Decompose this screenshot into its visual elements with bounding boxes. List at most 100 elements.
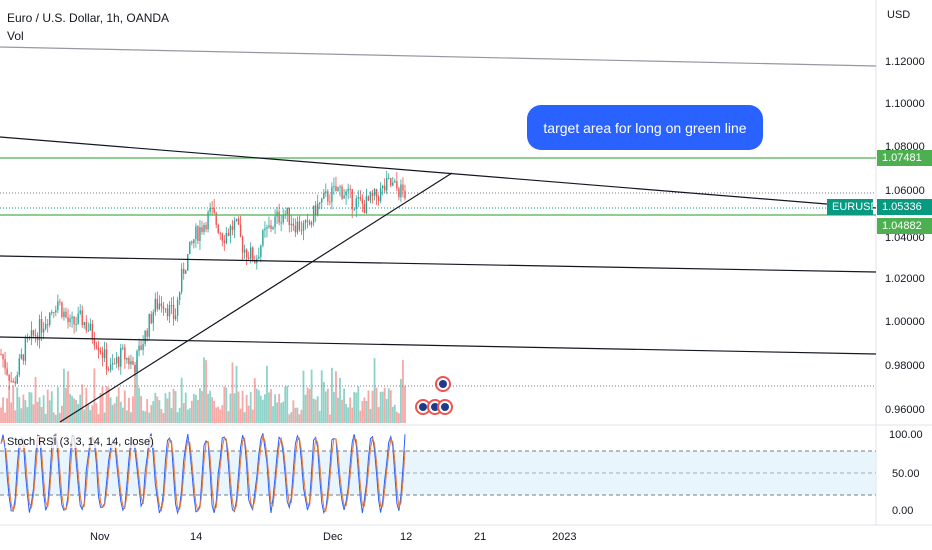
volume-bar	[328, 414, 331, 423]
symbol-badge[interactable]: EURUSD	[827, 199, 878, 215]
candle-body	[101, 352, 104, 359]
trendline-mid[interactable]	[0, 255, 877, 273]
candle-body	[298, 221, 301, 231]
candle-body	[97, 347, 100, 351]
volume-bar	[217, 406, 220, 423]
candle-body	[24, 338, 27, 361]
volume-bar	[30, 392, 33, 423]
candle-body	[113, 363, 116, 365]
candle-body	[44, 324, 47, 329]
candle-body	[185, 270, 187, 274]
volume-bar	[54, 414, 57, 423]
price-candles	[0, 170, 406, 390]
volume-bar	[312, 398, 315, 423]
trendline-ascending[interactable]	[59, 172, 453, 423]
volume-bar	[81, 384, 84, 423]
trendline-descending[interactable]	[0, 136, 877, 209]
volume-bar	[164, 393, 167, 423]
us-event-icon[interactable]	[437, 399, 453, 415]
volume-bar	[109, 397, 112, 423]
volume-bar	[223, 386, 226, 423]
trendline-bottom[interactable]	[0, 336, 877, 355]
candle-body	[166, 308, 169, 317]
candle-body	[148, 314, 150, 337]
candle-body	[233, 220, 236, 230]
volume-bar	[105, 386, 108, 423]
candle-body	[8, 374, 10, 381]
volume-bar	[261, 399, 264, 423]
candle-body	[18, 358, 20, 375]
volume-bar	[28, 392, 31, 423]
candle-body	[197, 226, 199, 241]
volume-bar	[231, 362, 234, 423]
volume-bar	[14, 410, 17, 423]
volume-bars	[0, 357, 406, 423]
candle-body	[89, 323, 92, 331]
volume-bar	[280, 402, 283, 423]
candle-body	[146, 330, 148, 337]
candle-body	[162, 306, 165, 309]
time-tick: 14	[190, 531, 202, 543]
volume-bar	[241, 390, 244, 423]
stoch-rsi-label[interactable]: Stoch RSI (3, 3, 14, 14, close)	[5, 436, 156, 448]
candle-body	[383, 185, 386, 191]
volume-bar	[369, 408, 372, 423]
time-tick: 21	[474, 531, 486, 543]
volume-bar	[308, 388, 311, 423]
candle-body	[178, 292, 181, 301]
volume-bar	[387, 388, 390, 423]
candle-body	[402, 184, 404, 191]
volume-bar	[180, 377, 183, 423]
candle-body	[81, 310, 83, 326]
candle-body	[327, 191, 329, 202]
candle-body	[26, 337, 29, 339]
trendline-top-gray[interactable]	[0, 46, 877, 67]
candle-body	[93, 338, 96, 346]
candle-body	[156, 298, 159, 310]
candle-body	[375, 188, 378, 197]
volume-bar	[138, 387, 140, 423]
volume-bar	[253, 378, 256, 423]
candle-body	[264, 228, 266, 231]
chart-title[interactable]: Euro / U.S. Dollar, 1h, OANDA	[7, 11, 170, 25]
candle-body	[381, 185, 384, 189]
volume-bar	[345, 403, 348, 423]
volume-bar	[381, 391, 384, 423]
candle-body	[268, 225, 270, 228]
volume-bar	[97, 414, 100, 423]
candle-body	[51, 311, 53, 313]
volume-bar	[199, 388, 201, 423]
target-area-annotation[interactable]: target area for long on green line	[527, 105, 763, 150]
candle-body	[124, 347, 126, 360]
time-tick: Dec	[323, 531, 343, 543]
volume-bar	[400, 378, 402, 423]
volume-bar	[144, 411, 147, 423]
volume-bar	[375, 387, 378, 423]
volume-bar	[87, 404, 90, 423]
volume-bar	[42, 395, 45, 423]
volume-bar	[77, 403, 80, 423]
candle-body	[359, 197, 362, 200]
volume-bar	[34, 376, 37, 423]
candle-body	[335, 186, 337, 192]
candle-body	[207, 211, 209, 230]
candle-body	[189, 241, 191, 255]
candle-body	[353, 208, 355, 210]
volume-bar	[146, 399, 149, 423]
volume-bar	[274, 394, 276, 423]
volume-bar	[404, 385, 406, 423]
candle-body	[130, 361, 132, 365]
candle-body	[296, 221, 299, 233]
price-tick: 0.98000	[885, 360, 925, 372]
volume-bar	[127, 397, 130, 423]
volume-bar	[355, 392, 358, 423]
candle-body	[302, 223, 305, 231]
volume-bar	[251, 409, 254, 423]
volume-indicator-label[interactable]: Vol	[7, 29, 24, 43]
candle-body	[132, 361, 134, 365]
eu-event-icon[interactable]	[435, 376, 451, 392]
candle-body	[243, 249, 246, 253]
candle-body	[365, 196, 368, 214]
stoch-tick: 100.00	[889, 429, 923, 441]
